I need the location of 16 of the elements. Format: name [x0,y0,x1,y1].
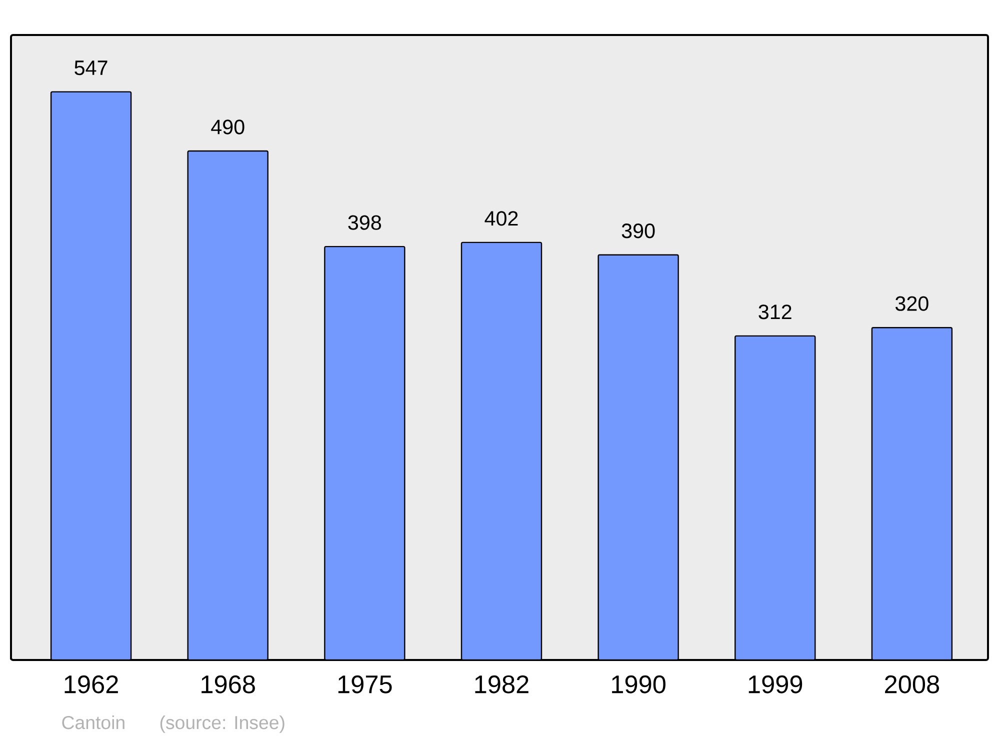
data-label: 398 [348,215,382,230]
data-label: 320 [896,296,928,311]
data-label: 547 [74,60,108,76]
data-label: 402 [484,211,518,226]
x-tick-label: 1999 [748,675,802,694]
x-tick-label: 1982 [475,675,528,694]
text: (source: Insee) [160,715,284,733]
x-tick-label: 1990 [612,675,666,694]
x-tick-label: 1968 [202,675,255,694]
data-label: 312 [758,304,792,320]
x-tick-label: 1975 [338,675,392,694]
x-tick-label: 2008 [885,675,940,694]
x-tick-label: 1962 [64,675,118,694]
text: Cantoin [62,715,124,730]
data-label: 390 [622,224,655,238]
data-label: 490 [211,120,244,134]
